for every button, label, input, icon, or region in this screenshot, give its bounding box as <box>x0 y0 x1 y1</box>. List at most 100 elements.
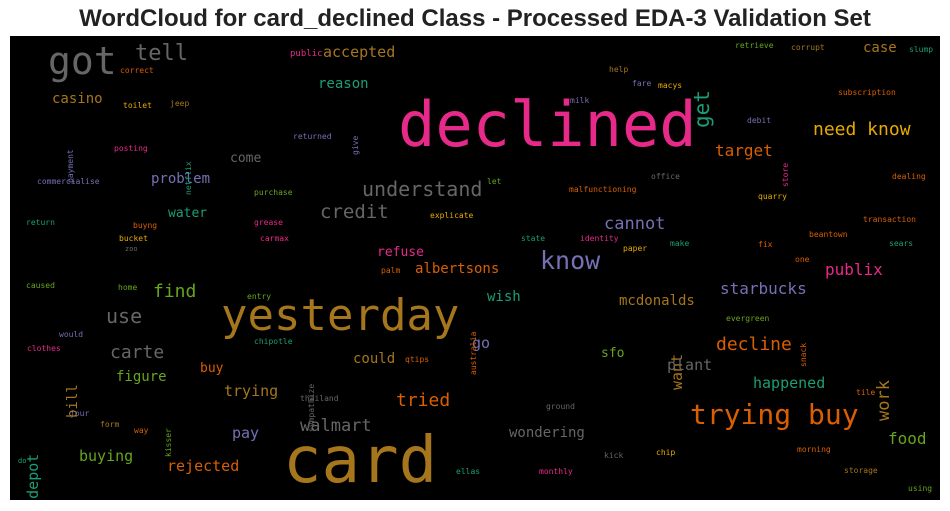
word-water: water <box>168 206 208 221</box>
word-retrieve: retrieve <box>735 41 774 50</box>
word-fare: fare <box>632 79 652 88</box>
word-commercialise: commercialise <box>37 177 100 186</box>
word-subscription: subscription <box>838 88 896 97</box>
word-ground: ground <box>546 402 575 411</box>
word-buyng: buyng <box>133 221 158 230</box>
word-need-know: need know <box>813 119 911 140</box>
word-palm: palm <box>381 266 401 275</box>
word-debit: debit <box>747 116 772 125</box>
word-state: state <box>521 234 546 243</box>
word-toilet: toilet <box>123 101 152 110</box>
word-let: let <box>487 177 502 186</box>
word-declined: declined <box>398 88 697 161</box>
word-decline: decline <box>716 334 792 355</box>
word-caused: caused <box>26 281 55 290</box>
word-home-depot: home depot <box>24 453 42 500</box>
word-snack: snack <box>799 342 808 367</box>
word-buy: buy <box>200 361 224 376</box>
word-identity: identity <box>580 234 619 243</box>
word-thailand: thailand <box>300 394 339 403</box>
word-credit: credit <box>320 201 389 223</box>
chart-title: WordCloud for card_declined Class - Proc… <box>79 5 871 32</box>
word-albertsons: albertsons <box>415 261 500 277</box>
word-form: form <box>100 420 120 429</box>
word-milk: milk <box>570 96 590 105</box>
word-posting: posting <box>114 144 148 153</box>
word-got: got <box>48 39 117 83</box>
word-casino: casino <box>52 91 103 107</box>
word-give: give <box>351 135 360 155</box>
word-pay: pay <box>232 424 260 442</box>
word-way: way <box>134 426 149 435</box>
word-chipotle: chipotle <box>254 337 293 346</box>
word-reason: reason <box>318 76 369 92</box>
word-transaction: transaction <box>863 215 916 224</box>
word-wish: wish <box>487 289 521 305</box>
word-get: get <box>690 90 714 128</box>
word-storage: storage <box>844 466 878 475</box>
word-target: target <box>715 141 773 160</box>
word-fix: fix <box>758 240 773 249</box>
word-corrupt: corrupt <box>791 43 825 52</box>
word-macys: macys <box>658 81 683 90</box>
word-problem: problem <box>151 171 211 187</box>
word-buying: buying <box>79 447 134 465</box>
word-chip: chip <box>656 448 676 457</box>
word-tell: tell <box>135 41 188 66</box>
word-figure: figure <box>116 369 167 385</box>
word-dealing: dealing <box>892 172 926 181</box>
word-using: using <box>908 484 933 493</box>
word-store: store <box>781 162 790 187</box>
word-help: help <box>609 65 629 74</box>
word-do: do <box>18 457 27 465</box>
word-mcdonalds: mcdonalds <box>619 293 695 309</box>
word-wondering: wondering <box>509 425 585 441</box>
word-sfo: sfo <box>601 346 625 361</box>
word-come: come <box>230 151 262 166</box>
word-netflix: netflix <box>184 161 193 195</box>
word-entry: entry <box>247 292 272 301</box>
word-go: go <box>472 334 491 352</box>
word-use: use <box>106 304 143 328</box>
word-grease: grease <box>254 218 283 227</box>
word-bucket: bucket <box>119 234 148 243</box>
word-slump: slump <box>909 45 934 54</box>
word-zoo: zoo <box>125 245 138 253</box>
word-clothes: clothes <box>27 344 61 353</box>
word-carte: carte <box>110 342 165 363</box>
word-public: public <box>290 49 323 59</box>
word-card: card <box>283 424 438 498</box>
wordcloud-canvas: declined card yesterday got trying buy know te… <box>10 36 940 500</box>
word-trying: trying <box>224 382 279 400</box>
word-returned: returned <box>293 132 332 141</box>
word-jeep: jeep <box>170 99 190 108</box>
word-morning: morning <box>797 445 831 454</box>
word-find: find <box>153 281 197 302</box>
word-paper: paper <box>623 244 648 253</box>
word-happened: happened <box>753 374 826 392</box>
word-tried: tried <box>396 390 451 411</box>
word-rejected: rejected <box>167 457 240 475</box>
word-food: food <box>888 429 927 448</box>
word-starbucks: starbucks <box>720 279 807 298</box>
word-refuse: refuse <box>377 245 424 260</box>
word-malfunctioning: malfunctioning <box>569 185 637 194</box>
word-evergreen: evergreen <box>726 314 770 323</box>
word-work: work <box>874 380 894 421</box>
word-trying-buy: trying buy <box>690 398 859 431</box>
word-would: would <box>59 330 84 339</box>
word-home: home <box>118 283 138 292</box>
word-case: case <box>863 40 897 56</box>
word-walmart: walmart <box>300 416 372 436</box>
word-ellas: ellas <box>456 467 481 476</box>
word-kisser: kisser <box>164 428 173 457</box>
word-qtips: qtips <box>405 355 430 364</box>
word-monthly: monthly <box>539 467 573 476</box>
word-return: return <box>26 218 55 227</box>
word-quarry: quarry <box>758 192 787 201</box>
word-beantown: beantown <box>809 230 848 239</box>
word-tile: tile <box>856 388 876 397</box>
word-explicate: explicate <box>430 211 474 220</box>
word-understand: understand <box>362 177 483 201</box>
word-know: know <box>540 246 601 275</box>
